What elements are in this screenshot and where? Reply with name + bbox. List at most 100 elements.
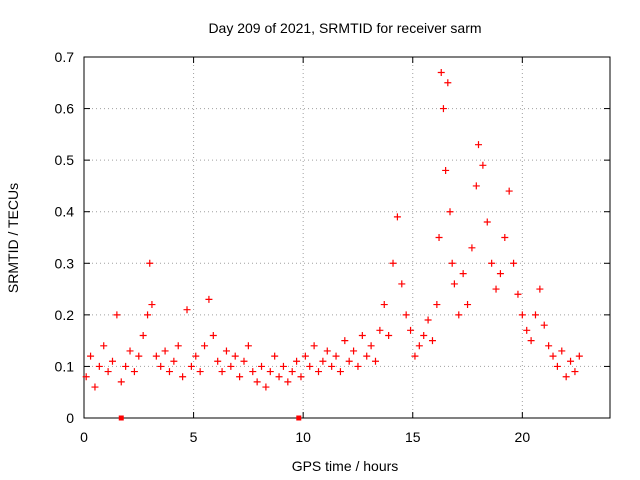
data-point: [531, 311, 539, 319]
data-point: [82, 373, 90, 381]
data-point: [393, 213, 401, 221]
data-point: [444, 79, 452, 87]
data-point: [130, 368, 138, 376]
data-point: [455, 311, 463, 319]
x-tick-label: 20: [515, 429, 531, 445]
y-tick-label: 0: [66, 410, 74, 426]
data-point: [553, 362, 561, 370]
data-point: [336, 368, 344, 376]
x-tick-label: 10: [295, 429, 311, 445]
data-point: [407, 326, 415, 334]
data-point: [301, 352, 309, 360]
data-point: [558, 347, 566, 355]
data-point: [332, 352, 340, 360]
data-point: [222, 347, 230, 355]
data-point: [527, 337, 535, 345]
data-point: [165, 368, 173, 376]
data-point: [296, 415, 302, 421]
data-point: [350, 347, 358, 355]
data-point: [183, 306, 191, 314]
data-point: [218, 368, 226, 376]
data-point: [420, 331, 428, 339]
data-point: [483, 218, 491, 226]
data-point: [358, 331, 366, 339]
data-point: [446, 208, 454, 216]
data-point: [398, 280, 406, 288]
data-point: [146, 259, 154, 267]
data-point: [459, 270, 467, 278]
data-point: [157, 362, 165, 370]
data-point: [104, 368, 112, 376]
data-point: [472, 182, 480, 190]
data-point: [271, 352, 279, 360]
data-point: [170, 357, 178, 365]
data-point: [293, 357, 301, 365]
data-point: [258, 362, 266, 370]
data-point: [201, 342, 209, 350]
data-point: [139, 331, 147, 339]
y-tick-label: 0.1: [55, 358, 75, 374]
data-point: [450, 280, 458, 288]
grid-lines: [84, 57, 610, 418]
data-point: [95, 362, 103, 370]
data-point: [496, 270, 504, 278]
x-tick-label: 0: [80, 429, 88, 445]
data-point: [514, 290, 522, 298]
data-point: [297, 373, 305, 381]
data-point: [244, 342, 252, 350]
data-point: [174, 342, 182, 350]
y-axis-label: SRMTID / TECUs: [5, 183, 21, 293]
data-point: [315, 368, 323, 376]
data-point: [231, 352, 239, 360]
data-point: [475, 141, 482, 149]
data-point: [448, 259, 456, 267]
data-point: [492, 285, 500, 293]
data-point: [510, 259, 518, 267]
data-point: [135, 352, 143, 360]
data-point: [113, 311, 121, 319]
data-point: [306, 362, 314, 370]
x-axis-label: GPS time / hours: [292, 458, 399, 474]
y-tick-label: 0.5: [55, 152, 75, 168]
data-point: [367, 342, 375, 350]
data-point: [152, 352, 160, 360]
data-point: [91, 383, 99, 391]
data-point: [571, 368, 579, 376]
data-point: [371, 357, 379, 365]
data-point: [310, 342, 318, 350]
y-tick-label: 0.6: [55, 101, 75, 117]
data-point: [209, 331, 217, 339]
data-point: [161, 347, 169, 355]
data-point: [144, 311, 152, 319]
data-point: [363, 352, 371, 360]
data-point: [424, 316, 432, 324]
x-tick-label: 5: [190, 429, 198, 445]
data-point: [562, 373, 570, 381]
data-point: [249, 368, 257, 376]
chart-title: Day 209 of 2021, SRMTID for receiver sar…: [208, 20, 481, 36]
data-point: [545, 342, 553, 350]
data-point: [227, 362, 235, 370]
data-point: [439, 105, 447, 113]
data-point: [437, 68, 445, 76]
data-point: [126, 347, 134, 355]
data-point: [284, 378, 292, 386]
plot-border: [83, 56, 611, 419]
data-point: [505, 187, 513, 195]
y-tick-label: 0.3: [55, 255, 75, 271]
data-point: [341, 337, 349, 345]
ticks: 0 0.1 0.2 0.3 0.4 0.5 0.6 0.7 0 5 10 15 20: [55, 49, 610, 445]
data-point: [240, 357, 248, 365]
data-point: [380, 301, 388, 309]
data-point: [148, 301, 156, 309]
data-point: [187, 362, 195, 370]
data-point: [118, 415, 124, 421]
axes: [83, 56, 611, 419]
y-tick-label: 0.7: [55, 49, 75, 65]
data-point: [323, 347, 331, 355]
data-point: [192, 352, 200, 360]
data-point: [385, 331, 393, 339]
data-point: [87, 352, 95, 360]
data-point: [479, 161, 487, 169]
